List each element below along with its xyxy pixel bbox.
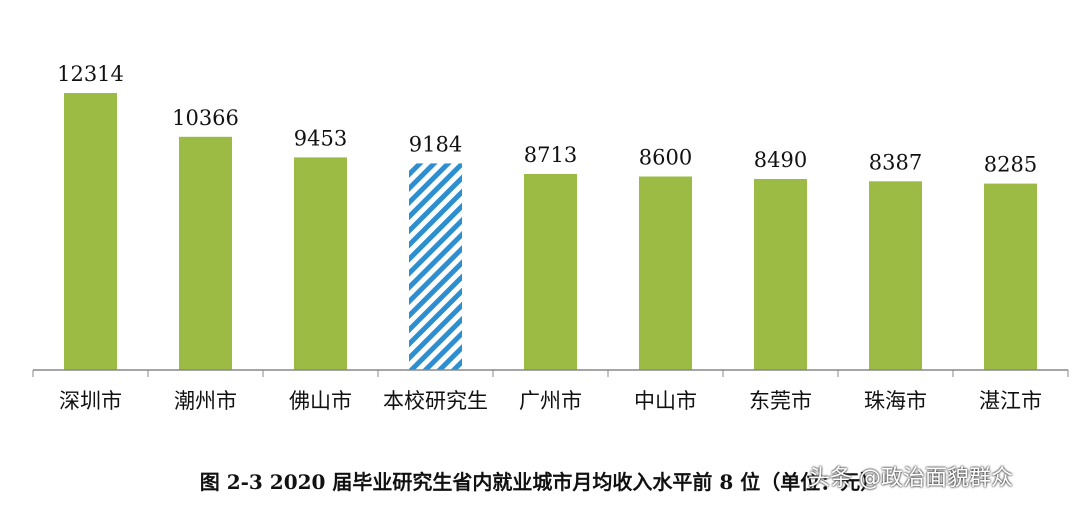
data-label-1: 12314 bbox=[57, 62, 124, 86]
category-label-6: 中山市 bbox=[634, 389, 697, 413]
data-label-2: 10366 bbox=[172, 106, 239, 130]
category-label-9: 湛江市 bbox=[979, 389, 1042, 413]
category-label-4: 本校研究生 bbox=[383, 389, 488, 413]
bar-8 bbox=[869, 181, 922, 370]
bar-5 bbox=[524, 174, 577, 370]
category-label-2: 潮州市 bbox=[174, 389, 237, 413]
category-label-7: 东莞市 bbox=[749, 389, 812, 413]
figure-caption: 图 2-3 2020 届毕业研究生省内就业城市月均收入水平前 8 位（单位：元） bbox=[199, 470, 881, 494]
watermark: 头条 @政治面貌群众 bbox=[808, 466, 1013, 491]
category-label-1: 深圳市 bbox=[59, 389, 122, 413]
data-label-6: 8600 bbox=[639, 146, 692, 170]
bar-4 bbox=[409, 163, 462, 370]
category-label-3: 佛山市 bbox=[289, 389, 352, 413]
category-label-5: 广州市 bbox=[519, 389, 582, 413]
bar-1 bbox=[64, 93, 117, 370]
bar-7 bbox=[754, 179, 807, 370]
data-label-8: 8387 bbox=[869, 150, 922, 174]
category-label-8: 珠海市 bbox=[864, 389, 927, 413]
data-label-5: 8713 bbox=[524, 143, 577, 167]
bar-2 bbox=[179, 136, 232, 370]
data-label-3: 9453 bbox=[294, 126, 347, 150]
data-label-7: 8490 bbox=[754, 148, 807, 172]
data-label-4: 9184 bbox=[409, 132, 462, 156]
bar-6 bbox=[639, 176, 692, 370]
bar-3 bbox=[294, 157, 347, 370]
bar-9 bbox=[984, 183, 1037, 370]
data-label-9: 8285 bbox=[984, 153, 1037, 177]
